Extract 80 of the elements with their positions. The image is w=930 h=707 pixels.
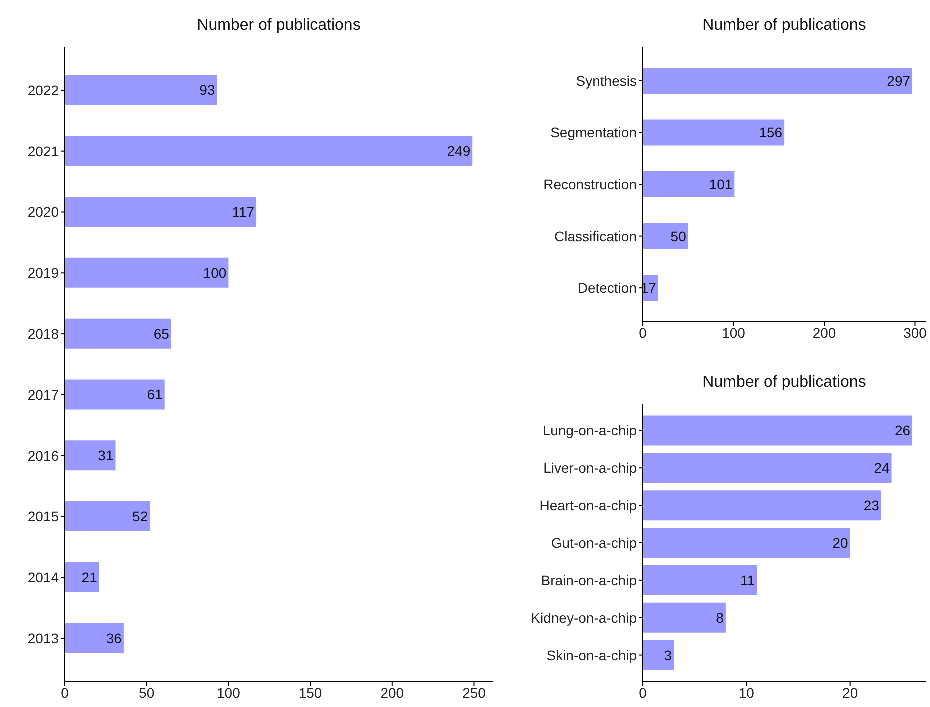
x-tick-label: 150 [298, 684, 322, 701]
data-label: 297 [887, 72, 911, 89]
data-label: 117 [232, 204, 255, 220]
chart-title: Number of publications [702, 374, 868, 392]
data-label: 52 [132, 508, 148, 524]
y-tick-label: 2020 [28, 204, 60, 220]
y-tick-label: 2022 [28, 82, 60, 98]
y-tick-label: 2015 [28, 508, 60, 525]
y-tick-label: 2021 [28, 143, 60, 160]
y-tick-label: Skin-on-a-chip [546, 647, 638, 664]
bar [65, 440, 116, 471]
y-tick-label: Brain-on-a-chip [541, 572, 638, 588]
data-label: 31 [98, 448, 114, 464]
data-label: 24 [874, 460, 890, 476]
data-label: 50 [670, 228, 687, 244]
y-tick-label: 2014 [28, 570, 60, 586]
data-label: 249 [447, 143, 471, 160]
x-tick-label: 50 [139, 684, 155, 701]
bar [643, 416, 913, 446]
x-tick-label: 100 [722, 324, 746, 341]
data-label: 93 [200, 82, 216, 98]
data-label: 20 [832, 535, 849, 551]
data-label: 101 [709, 176, 733, 193]
bar [65, 75, 218, 106]
y-tick-label: Classification [554, 228, 637, 244]
y-tick-label: Heart-on-a-chip [540, 498, 638, 514]
bar [643, 453, 892, 484]
data-label: 61 [147, 386, 164, 403]
bar [65, 623, 124, 654]
y-tick-label: Segmentation [550, 124, 637, 141]
bar [643, 528, 850, 558]
data-label: 23 [864, 498, 880, 514]
y-tick-label: 2019 [28, 265, 60, 282]
data-label: 11 [740, 572, 756, 588]
bar [65, 258, 229, 288]
x-tick-label: 300 [904, 324, 928, 341]
data-label: 100 [203, 264, 227, 281]
data-label: 156 [759, 124, 783, 141]
x-tick-label: 10 [738, 684, 755, 701]
data-label: 8 [716, 610, 724, 626]
chart-title: Number of publications [702, 17, 868, 35]
x-tick-label: 200 [812, 324, 836, 341]
y-tick-label: Reconstruction [544, 176, 637, 192]
bar [643, 172, 735, 198]
x-tick-label: 20 [842, 684, 858, 701]
bar [643, 120, 785, 146]
data-label: 21 [82, 569, 98, 586]
y-tick-label: 2017 [28, 386, 60, 403]
bar [643, 223, 688, 250]
bar [65, 318, 172, 349]
bar [65, 197, 257, 228]
x-tick-label: 250 [462, 684, 486, 701]
bar [643, 565, 758, 596]
bar [65, 562, 100, 592]
y-tick-label: Liver-on-a-chip [544, 460, 638, 476]
bar [65, 136, 473, 166]
chart-title: Number of publications [196, 17, 362, 35]
x-tick-label: 100 [217, 684, 241, 701]
y-tick-label: 2018 [28, 326, 60, 342]
bar [65, 380, 165, 410]
y-tick-label: 2016 [28, 448, 60, 464]
bar [643, 602, 726, 633]
bar [643, 68, 913, 94]
y-tick-label: Kidney-on-a-chip [531, 610, 638, 626]
data-label: 36 [106, 630, 122, 646]
y-tick-label: 2013 [28, 630, 60, 647]
bar [643, 490, 882, 521]
bar [65, 502, 150, 532]
x-tick-label: 0 [639, 324, 648, 341]
data-label: 3 [664, 647, 672, 664]
x-tick-label: 0 [61, 684, 70, 701]
y-tick-label: Synthesis [576, 72, 637, 89]
y-tick-label: Lung-on-a-chip [542, 422, 638, 439]
x-tick-label: 0 [639, 684, 648, 701]
x-tick-label: 200 [380, 684, 404, 701]
data-label: 65 [154, 326, 170, 342]
data-label: 26 [894, 422, 911, 439]
y-tick-label: Detection [578, 280, 637, 296]
y-tick-label: Gut-on-a-chip [551, 534, 638, 551]
bar [643, 640, 674, 670]
